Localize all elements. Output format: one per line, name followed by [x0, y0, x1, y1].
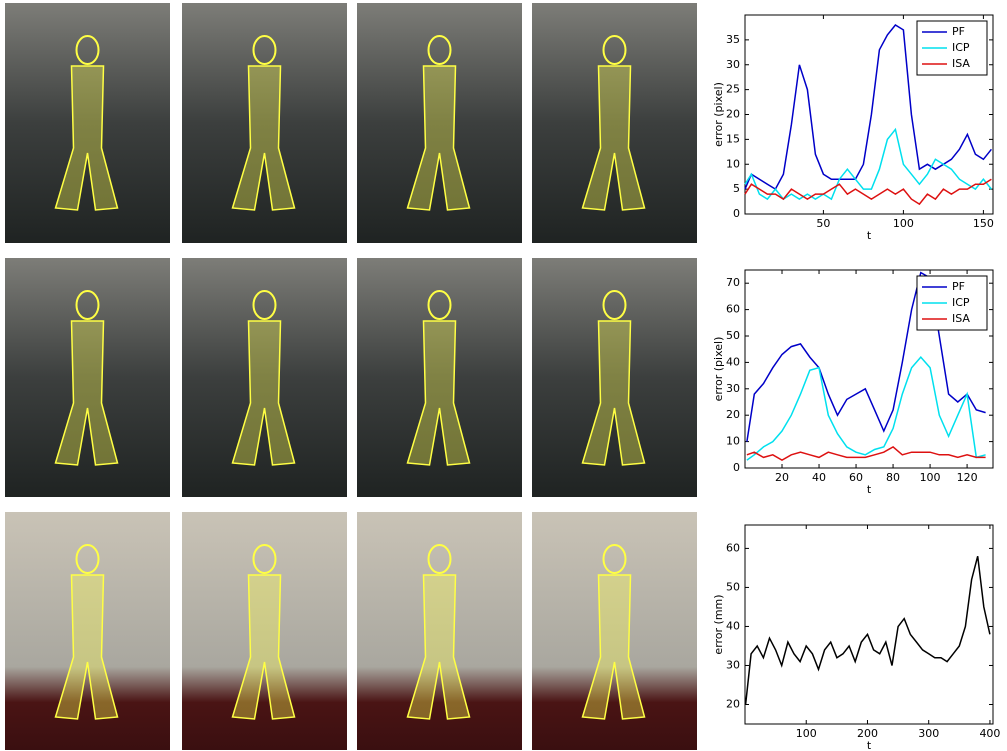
- x-tick-label: 20: [775, 471, 789, 484]
- legend-label: ISA: [952, 312, 970, 325]
- x-tick-label: 60: [849, 471, 863, 484]
- x-tick-label: 300: [918, 727, 939, 740]
- y-tick-label: 30: [726, 382, 740, 395]
- y-axis-label: error (mm): [712, 594, 725, 654]
- x-axis-label: t: [867, 739, 872, 751]
- legend-label: ISA: [952, 57, 970, 70]
- chart: 20 40 60 80 100 120 0 10 20 30 40 50 60 70 t error (pix…: [712, 270, 993, 496]
- y-tick-label: 70: [726, 276, 740, 289]
- figure: 5010015005101520253035terror (pixel)PFIC…: [0, 0, 1007, 751]
- y-tick-label: 60: [726, 303, 740, 316]
- y-tick-label: 50: [726, 580, 740, 593]
- x-tick-label: 150: [973, 217, 994, 230]
- y-tick-label: 40: [726, 355, 740, 368]
- x-tick-label: 50: [816, 217, 830, 230]
- x-tick-label: 100: [796, 727, 817, 740]
- legend-label: ICP: [952, 41, 970, 54]
- y-axis-label: error (pixel): [712, 82, 725, 147]
- x-tick-label: 120: [957, 471, 978, 484]
- y-tick-label: 20: [726, 697, 740, 710]
- y-tick-label: 30: [726, 58, 740, 71]
- legend-label: PF: [952, 25, 965, 38]
- y-tick-label: 10: [726, 435, 740, 448]
- y-tick-label: 15: [726, 132, 740, 145]
- x-tick-label: 100: [920, 471, 941, 484]
- y-tick-label: 25: [726, 83, 740, 96]
- x-tick-label: 100: [893, 217, 914, 230]
- x-tick-label: 40: [812, 471, 826, 484]
- x-tick-label: 400: [979, 727, 1000, 740]
- x-tick-label: 80: [886, 471, 900, 484]
- y-tick-label: 35: [726, 33, 740, 46]
- y-tick-label: 20: [726, 408, 740, 421]
- y-tick-label: 0: [733, 461, 740, 474]
- y-tick-label: 10: [726, 157, 740, 170]
- y-tick-label: 0: [733, 207, 740, 220]
- legend-label: ICP: [952, 296, 970, 309]
- y-tick-label: 30: [726, 658, 740, 671]
- y-tick-label: 50: [726, 329, 740, 342]
- x-axis-label: t: [867, 229, 872, 242]
- y-axis-label: error (pixel): [712, 337, 725, 402]
- plot-area: [745, 525, 993, 724]
- y-tick-label: 20: [726, 108, 740, 121]
- y-tick-label: 40: [726, 619, 740, 632]
- y-tick-label: 60: [726, 541, 740, 554]
- x-axis-label: t: [867, 483, 872, 496]
- photo-grid: [5, 3, 697, 750]
- legend-label: PF: [952, 280, 965, 293]
- y-tick-label: 5: [733, 182, 740, 195]
- chart: 50 100 150 0 5 10 15 20 25 30 35 t error (pixel) PF IC…: [712, 15, 994, 242]
